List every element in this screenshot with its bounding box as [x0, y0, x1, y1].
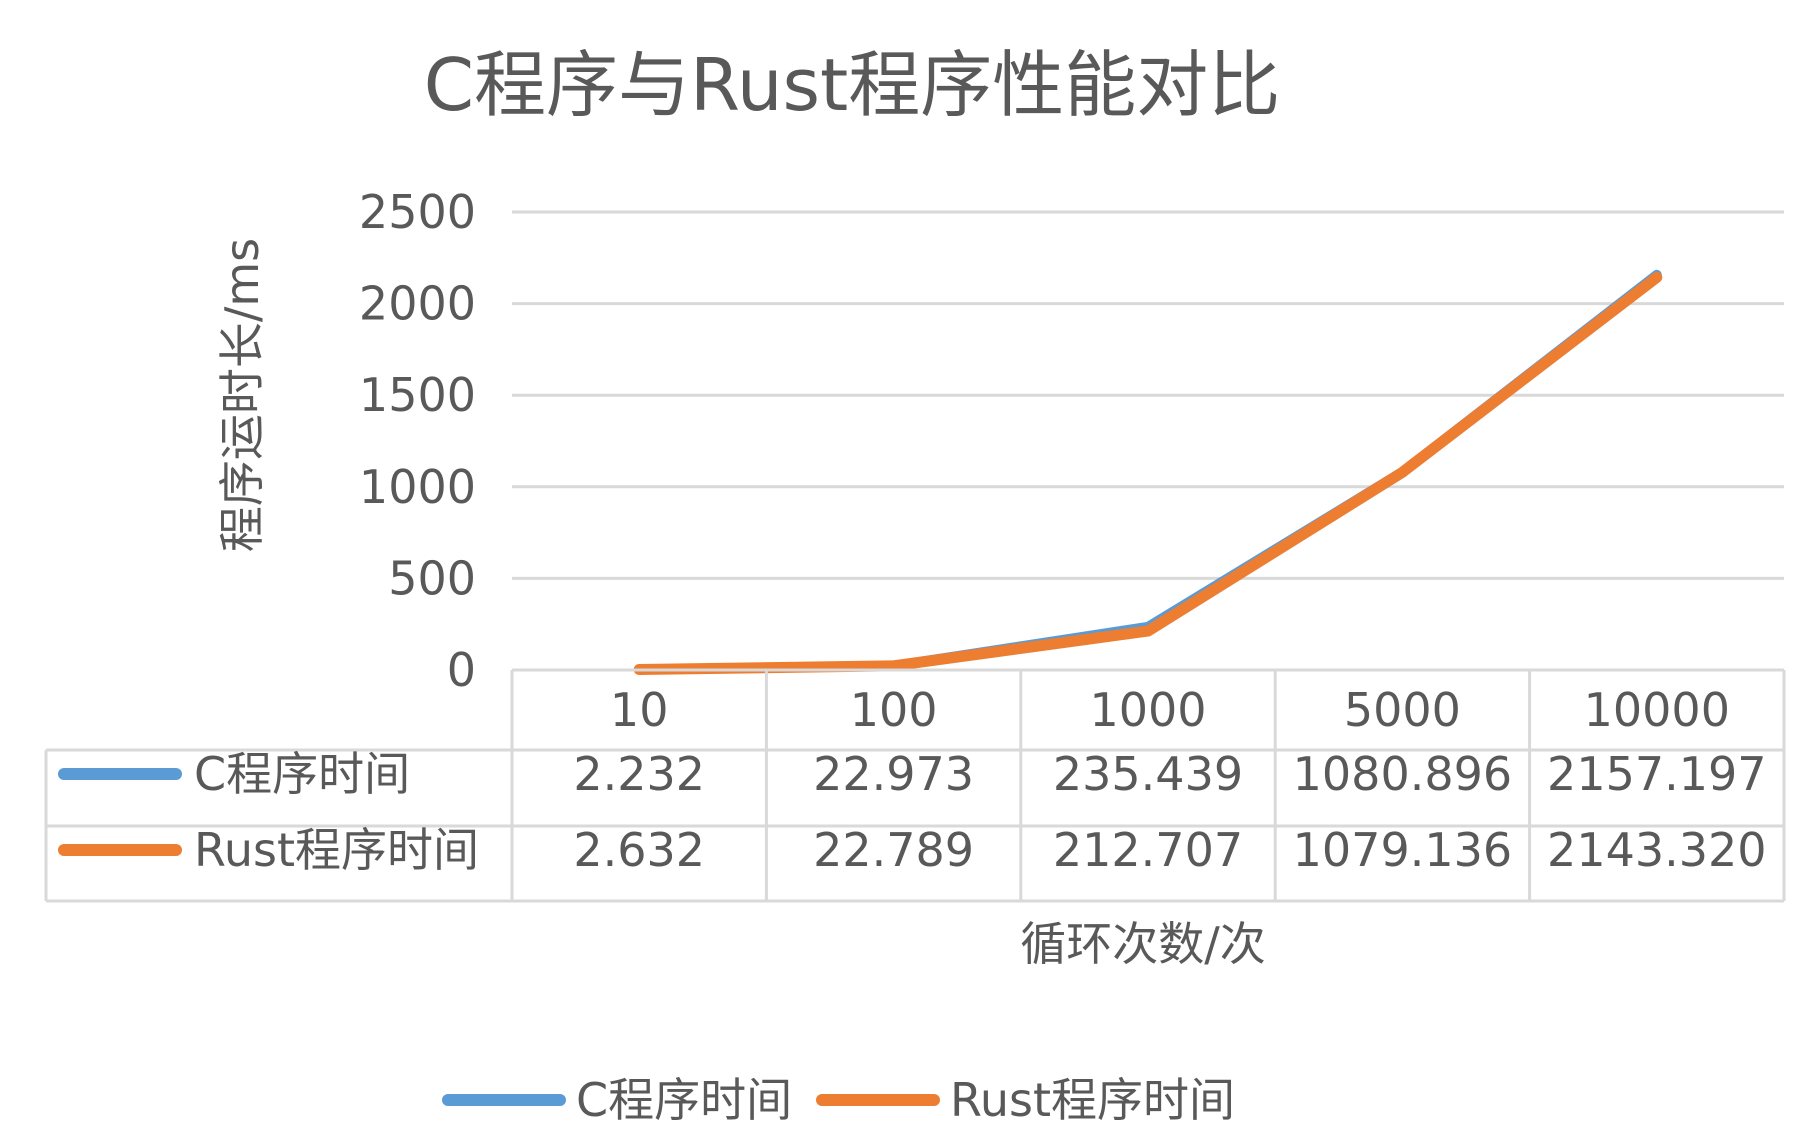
data-table: 10 100 1000 5000 10000 C程序时间 2.232 22.973 235.43… [44, 668, 1786, 903]
table-cell-value: 2143.320 [1547, 823, 1767, 877]
x-tick-label: 10000 [1584, 683, 1730, 737]
table-series-name: C程序时间 [194, 747, 410, 801]
series-line [634, 269, 1662, 675]
y-axis-label: 程序运时长/ms [215, 238, 269, 552]
y-tick-label: 2500 [359, 185, 476, 239]
table-cell-value: 2157.197 [1547, 747, 1767, 801]
x-tick-label: 5000 [1344, 683, 1461, 737]
grid-lines [512, 210, 1784, 580]
y-tick-label: 1000 [359, 460, 476, 514]
legend-label: C程序时间 [576, 1073, 792, 1127]
table-cell-value: 212.707 [1053, 823, 1243, 877]
legend: C程序时间 Rust程序时间 [442, 1073, 1235, 1127]
table-cell-value: 22.789 [813, 823, 974, 877]
y-tick-label: 2000 [359, 277, 476, 331]
table-cell-value: 2.232 [573, 747, 705, 801]
table-series-name: Rust程序时间 [194, 823, 479, 877]
x-tick-label: 10 [610, 683, 669, 737]
series-line [633, 271, 1663, 676]
table-cell-value: 235.439 [1053, 747, 1243, 801]
series-lines [633, 269, 1663, 676]
x-axis-label: 循环次数/次 [1020, 917, 1266, 971]
table-cell-value: 1079.136 [1293, 823, 1513, 877]
table-cell-value: 2.632 [573, 823, 705, 877]
x-tick-label: 100 [850, 683, 938, 737]
table-cell-value: 22.973 [813, 747, 974, 801]
y-tick-label: 1500 [359, 368, 476, 422]
table-cell-value: 1080.896 [1293, 747, 1513, 801]
y-tick-label: 500 [388, 551, 476, 605]
legend-label: Rust程序时间 [950, 1073, 1235, 1127]
y-axis-ticks: 0 500 1000 1500 2000 2500 [359, 185, 476, 697]
chart-title: C程序与Rust程序性能对比 [424, 43, 1280, 127]
y-tick-label: 0 [447, 643, 476, 697]
x-tick-label: 1000 [1089, 683, 1206, 737]
